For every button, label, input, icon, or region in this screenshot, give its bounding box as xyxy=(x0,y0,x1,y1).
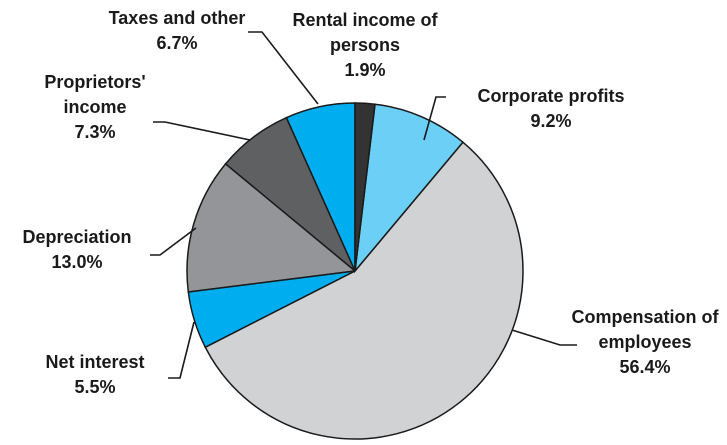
value-label: 6.7% xyxy=(156,33,198,53)
value-label: 9.2% xyxy=(530,111,572,131)
pie-slice xyxy=(354,102,376,272)
slice-label: Net interest 5.5% xyxy=(20,350,170,400)
leader-line xyxy=(423,96,446,141)
pie-slice xyxy=(204,141,524,440)
slice-label: Corporate profits 9.2% xyxy=(446,84,656,134)
slice-label: Depreciation 13.0% xyxy=(2,225,152,275)
pie-slice xyxy=(353,103,464,274)
leader-line xyxy=(153,121,251,141)
slice-label: Taxes and other 6.7% xyxy=(92,6,262,56)
category-label: Proprietors' income xyxy=(44,72,146,117)
value-label: 56.4% xyxy=(619,357,671,377)
leader-line xyxy=(511,329,577,346)
leader-line xyxy=(150,227,197,256)
leader-line xyxy=(248,31,319,105)
leader-lines xyxy=(150,31,577,379)
value-label: 13.0% xyxy=(51,252,103,272)
category-label: Depreciation xyxy=(22,227,132,247)
slice-label: Rental income of persons 1.9% xyxy=(285,8,445,83)
category-label: Compensation of employees xyxy=(571,307,719,352)
leader-line xyxy=(168,321,195,379)
value-label: 7.3% xyxy=(74,122,116,142)
category-label: Rental income of persons xyxy=(292,10,438,55)
category-label: Taxes and other xyxy=(108,8,246,28)
pie-slice xyxy=(186,162,357,293)
value-label: 5.5% xyxy=(74,377,116,397)
slice-label: Compensation of employees 56.4% xyxy=(565,305,725,380)
slice-label: Proprietors' income 7.3% xyxy=(30,70,160,145)
category-label: Corporate profits xyxy=(477,86,625,106)
category-label: Net interest xyxy=(45,352,145,372)
value-label: 1.9% xyxy=(344,60,386,80)
